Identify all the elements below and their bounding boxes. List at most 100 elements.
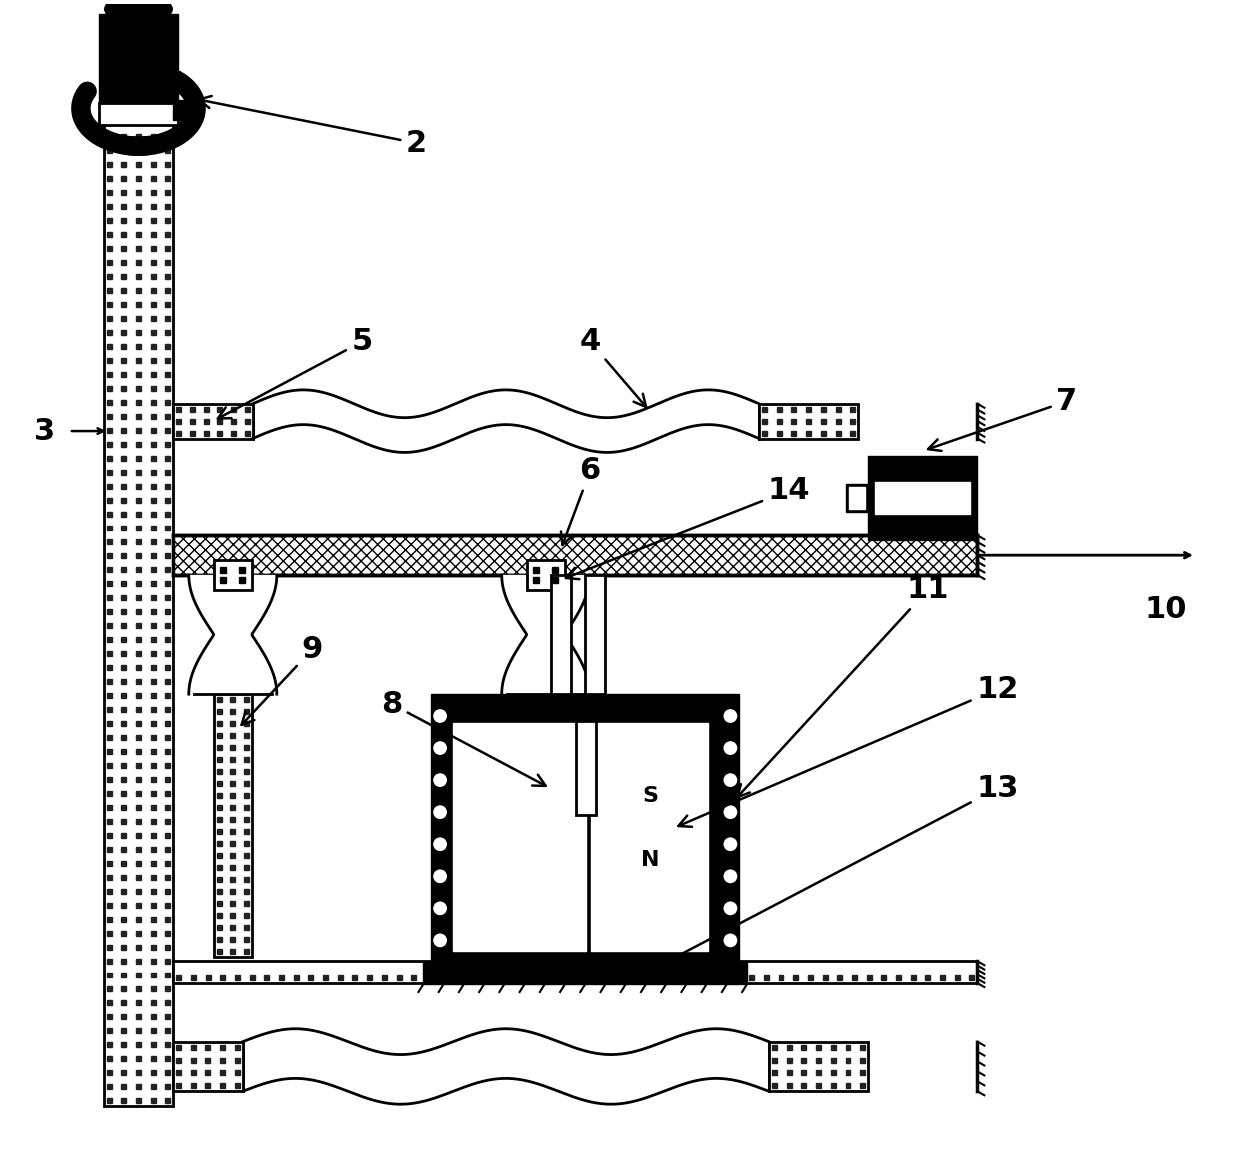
Bar — [122, 121, 126, 125]
Bar — [136, 218, 141, 223]
Bar — [150, 470, 155, 474]
Bar — [773, 1071, 777, 1075]
Bar — [107, 148, 112, 153]
Bar — [773, 1045, 777, 1050]
Bar — [470, 976, 475, 980]
Bar — [122, 176, 126, 181]
Bar — [107, 819, 112, 824]
Bar — [150, 135, 155, 139]
Bar — [165, 679, 170, 684]
Bar — [174, 1042, 243, 1092]
Bar — [552, 567, 558, 573]
Bar — [165, 288, 170, 293]
Bar — [136, 972, 141, 978]
Bar — [122, 609, 126, 615]
Bar — [543, 976, 548, 980]
Bar — [165, 567, 170, 572]
Bar — [107, 316, 112, 321]
Bar — [136, 1071, 141, 1075]
Bar — [217, 949, 222, 955]
Bar — [528, 976, 533, 980]
Bar — [165, 847, 170, 851]
Bar — [165, 358, 170, 363]
Bar — [837, 976, 842, 980]
Bar — [107, 972, 112, 978]
Bar — [786, 1071, 791, 1075]
Bar — [176, 430, 181, 435]
Bar — [485, 976, 490, 980]
Bar — [136, 372, 141, 377]
Bar — [382, 976, 387, 980]
Bar — [861, 1083, 866, 1088]
Bar — [122, 944, 126, 950]
Bar — [122, 442, 126, 447]
Bar — [150, 986, 155, 992]
Bar — [107, 204, 112, 209]
Bar — [150, 372, 155, 377]
Bar — [107, 722, 112, 726]
Bar — [234, 976, 239, 980]
Bar — [279, 976, 284, 980]
Bar — [221, 1045, 226, 1050]
Bar — [543, 722, 548, 727]
Bar — [397, 976, 402, 980]
Bar — [239, 567, 246, 573]
Bar — [575, 722, 596, 814]
Bar — [122, 343, 126, 349]
Bar — [786, 1045, 791, 1050]
Bar — [150, 623, 155, 629]
Text: N: N — [641, 850, 660, 870]
Bar — [831, 1058, 836, 1063]
Bar — [231, 890, 236, 894]
Bar — [217, 709, 222, 715]
Bar — [165, 958, 170, 964]
Bar — [244, 757, 249, 762]
Bar — [791, 430, 796, 435]
Bar — [821, 430, 826, 435]
Bar — [165, 763, 170, 768]
Circle shape — [433, 708, 448, 724]
Bar — [791, 419, 796, 423]
Circle shape — [433, 933, 448, 949]
Bar — [165, 875, 170, 879]
Bar — [150, 819, 155, 824]
Bar — [244, 854, 249, 858]
Bar — [529, 883, 534, 887]
Bar — [529, 759, 534, 764]
Bar — [557, 710, 562, 715]
Bar — [244, 733, 249, 738]
Bar — [136, 679, 141, 684]
Bar — [165, 218, 170, 223]
Bar — [150, 539, 155, 544]
Bar — [244, 709, 249, 715]
Bar — [529, 833, 534, 838]
Bar — [231, 829, 236, 834]
Bar — [136, 498, 141, 502]
Bar — [846, 1071, 851, 1075]
Bar — [324, 976, 329, 980]
Bar — [150, 833, 155, 838]
Bar — [831, 1071, 836, 1075]
Bar — [107, 246, 112, 251]
Bar — [150, 204, 155, 209]
Bar — [150, 442, 155, 447]
Bar — [122, 567, 126, 572]
Text: 14: 14 — [565, 476, 810, 579]
Bar — [557, 809, 562, 813]
Bar — [786, 1058, 791, 1063]
Bar — [150, 889, 155, 893]
Bar — [136, 190, 141, 195]
Bar — [150, 329, 155, 335]
Bar — [150, 972, 155, 978]
Bar — [107, 777, 112, 782]
Bar — [551, 575, 570, 694]
Bar — [107, 288, 112, 293]
Bar — [861, 1071, 866, 1075]
Bar — [557, 759, 562, 764]
Bar — [217, 913, 222, 919]
Bar — [122, 595, 126, 601]
Bar — [244, 913, 249, 919]
Bar — [150, 567, 155, 572]
Bar — [543, 734, 548, 739]
Bar — [557, 870, 562, 875]
